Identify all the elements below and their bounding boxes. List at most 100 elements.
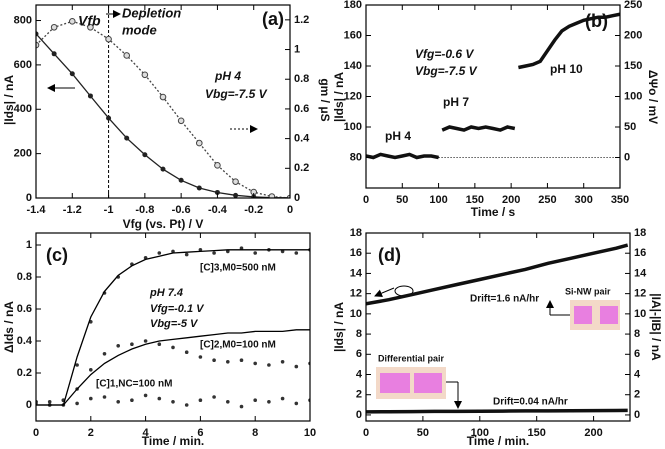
data-point	[294, 251, 299, 255]
data-point	[195, 139, 203, 147]
x-axis-label: Time / min.	[467, 434, 529, 448]
data-point	[143, 339, 148, 343]
annotation: Si-NW pair	[565, 286, 611, 296]
y2-tick-label: 1.2	[294, 14, 309, 26]
data-point	[280, 396, 285, 401]
y2-tick-label: 100	[624, 90, 642, 102]
y-tick-label: 12	[350, 288, 362, 300]
data-point	[214, 189, 220, 195]
x-axis-label: Vfg (vs. Pt) / V	[123, 217, 204, 231]
y2-tick-label: 12	[634, 288, 646, 300]
annotation: pH 4	[385, 129, 411, 143]
decorations	[47, 10, 620, 409]
y2-tick-label: 0	[294, 192, 300, 204]
y-tick-label: 18	[350, 227, 362, 239]
y-tick-label: 600	[14, 59, 32, 71]
annotation: [C]1,NC=100 nM	[96, 379, 172, 390]
y-tick-label: 80	[350, 151, 362, 163]
series-line	[36, 33, 290, 198]
y2-tick-label: 150	[624, 60, 642, 72]
x-tick-label: -0.2	[244, 204, 263, 216]
y2-tick-label: 0.4	[294, 133, 310, 145]
annotation: mode	[122, 22, 157, 37]
y-tick-label: 2	[356, 389, 362, 401]
data-point	[226, 400, 230, 404]
data-point	[239, 358, 244, 363]
annotation: Drift=0.04 nA/hr	[493, 397, 568, 408]
y-tick-label: 10	[350, 308, 362, 320]
series-line	[36, 249, 310, 406]
x-tick-label: 4	[143, 427, 150, 439]
y2-tick-label: 8	[634, 328, 640, 340]
data-point	[124, 135, 130, 141]
data-point	[160, 166, 166, 172]
x-tick-label: 6	[197, 427, 203, 439]
y2-tick-label: 1	[294, 43, 300, 55]
x-tick-label: -1.4	[27, 204, 47, 216]
x-axis-label: Time / s	[471, 205, 516, 219]
y-tick-label: 400	[14, 103, 32, 115]
annotation: Vfb	[78, 13, 101, 29]
data-point	[253, 251, 257, 255]
data-point	[177, 117, 185, 125]
y-tick-label: 8	[356, 328, 362, 340]
x-tick-label: 200	[584, 427, 602, 439]
y2-tick-label: 0.8	[294, 73, 309, 85]
y-tick-label: 200	[14, 148, 32, 160]
y2-tick-label: 250	[624, 0, 642, 11]
annotation: [C]3,M0=500 nM	[200, 263, 276, 274]
annotation: Vbg=-7.5 V	[205, 87, 268, 101]
y2-tick-label: 18	[634, 227, 646, 239]
x-tick-label: -0.4	[208, 204, 228, 216]
data-point	[280, 249, 285, 254]
plot-area	[36, 5, 290, 198]
y2-axis-label: ΔΨo / mV	[646, 70, 660, 124]
x-tick-label: 50	[396, 194, 408, 206]
y2-tick-label: 16	[634, 247, 646, 259]
y-axis-label: |Ids| / nA	[332, 72, 346, 122]
annotation: [C]2,M0=100 nM	[200, 340, 276, 351]
annotation: pH 10	[550, 62, 583, 76]
annotation: (b)	[585, 11, 608, 31]
y-tick-label: 0.4	[17, 335, 33, 347]
data-point	[159, 93, 167, 101]
data-point	[267, 363, 271, 367]
data-point	[253, 398, 257, 403]
data-point	[233, 192, 239, 198]
y2-axis-label: |IA|-|IB| / nA	[649, 293, 663, 361]
data-point	[47, 400, 52, 404]
y2-tick-label: 4	[634, 368, 641, 380]
data-point	[178, 177, 184, 183]
data-point	[75, 363, 79, 367]
y-tick-label: 0	[356, 409, 362, 421]
data-point	[51, 51, 57, 57]
x-tick-label: 150	[466, 194, 484, 206]
annotation: Vfg=-0.6 V	[415, 47, 474, 61]
data-point	[267, 400, 271, 404]
data-point	[198, 355, 203, 359]
series-line	[366, 408, 628, 414]
y-tick-label: 1	[26, 239, 32, 251]
x-axis-label: Time / min.	[142, 434, 204, 448]
x-tick-label: -0.6	[172, 204, 191, 216]
plot-frame	[365, 232, 631, 422]
annotation: Vbg=-7.5 V	[415, 64, 478, 78]
data-point	[87, 23, 94, 31]
y-tick-label: 180	[344, 0, 362, 11]
data-point	[226, 360, 230, 364]
annotation: Depletion	[122, 5, 181, 20]
plot-area	[366, 243, 629, 414]
data-point	[294, 364, 299, 369]
plot-area	[36, 246, 310, 409]
data-point	[142, 152, 148, 158]
plot-area	[366, 12, 620, 160]
x-tick-label: 100	[471, 427, 489, 439]
series-line	[366, 12, 620, 160]
series-line	[366, 243, 629, 306]
plot-frame	[35, 232, 311, 422]
y-tick-label: 160	[344, 29, 362, 41]
data-point	[116, 344, 120, 348]
series-line	[36, 329, 310, 406]
data-point	[36, 31, 39, 37]
x-tick-label: -1.2	[63, 204, 82, 216]
